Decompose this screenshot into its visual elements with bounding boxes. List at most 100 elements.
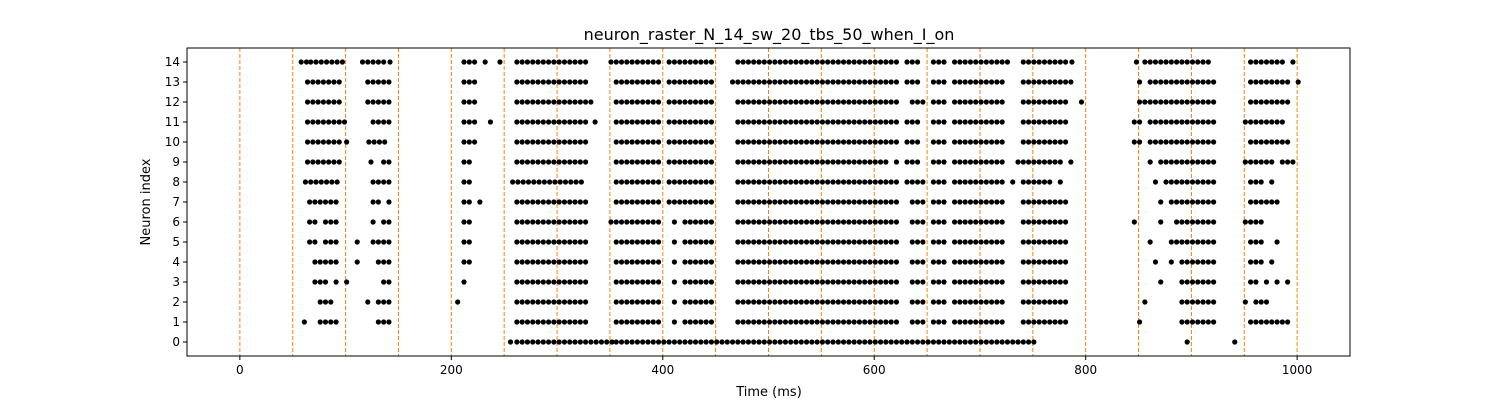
spike-point xyxy=(740,59,746,65)
spike-point xyxy=(1041,79,1048,85)
spike-point xyxy=(1184,59,1190,65)
spike-point xyxy=(751,319,757,325)
spike-point xyxy=(572,319,578,325)
spike-point xyxy=(613,219,619,225)
spike-point xyxy=(302,179,309,185)
spike-point xyxy=(341,119,348,125)
spike-point xyxy=(914,259,921,265)
spike-point xyxy=(1025,299,1032,305)
spike-point xyxy=(1179,299,1185,305)
spike-point xyxy=(846,279,852,285)
spike-point xyxy=(999,239,1005,245)
spike-point xyxy=(904,339,910,345)
spike-point xyxy=(333,239,339,245)
spike-point xyxy=(381,159,387,165)
spike-point xyxy=(530,59,536,65)
spike-point xyxy=(830,59,836,65)
spike-point xyxy=(304,99,311,105)
spike-point xyxy=(514,279,520,285)
spike-point xyxy=(819,159,826,165)
spike-point xyxy=(682,59,688,65)
spike-point xyxy=(1211,319,1217,325)
spike-point xyxy=(856,319,863,325)
spike-point xyxy=(756,239,762,245)
spike-point xyxy=(983,239,989,245)
spike-point xyxy=(914,199,921,205)
spike-point xyxy=(788,159,794,165)
spike-point xyxy=(1189,239,1196,245)
spike-point xyxy=(788,59,794,65)
spike-point xyxy=(540,299,546,305)
spike-point xyxy=(856,159,863,165)
spike-point xyxy=(634,299,640,305)
spike-point xyxy=(519,99,525,105)
spike-point xyxy=(466,219,472,225)
spike-point xyxy=(497,59,503,65)
spike-point xyxy=(1047,179,1053,185)
spike-point xyxy=(322,199,329,205)
spike-point xyxy=(671,79,678,85)
y-tick-label: 14 xyxy=(165,55,180,69)
spike-point xyxy=(930,79,937,85)
spike-point xyxy=(328,239,334,245)
spike-point xyxy=(477,199,483,205)
spike-point xyxy=(888,339,894,345)
spike-point xyxy=(650,179,656,185)
spike-point xyxy=(1163,139,1169,145)
spike-point xyxy=(941,319,947,325)
spike-point xyxy=(1263,79,1270,85)
spike-point xyxy=(809,179,815,185)
spike-point xyxy=(567,279,573,285)
spike-point xyxy=(1258,139,1264,145)
spike-point xyxy=(1020,59,1026,65)
spike-point xyxy=(671,339,678,345)
spike-point xyxy=(640,279,646,285)
spike-point xyxy=(978,339,984,345)
spike-point xyxy=(735,219,741,225)
spike-point xyxy=(1158,59,1164,65)
spike-point xyxy=(967,79,974,85)
spike-point xyxy=(466,79,472,85)
spike-point xyxy=(1031,259,1037,265)
spike-point xyxy=(856,339,863,345)
spike-point xyxy=(370,219,376,225)
spike-point xyxy=(1189,219,1196,225)
spike-point xyxy=(618,159,625,165)
spike-point xyxy=(1179,199,1185,205)
spike-point xyxy=(936,299,942,305)
spike-point xyxy=(315,119,321,125)
spike-point xyxy=(957,139,963,145)
y-tick-label: 7 xyxy=(172,195,180,209)
spike-point xyxy=(1031,59,1037,65)
spike-point xyxy=(461,219,467,225)
spike-point xyxy=(867,179,873,185)
spike-point xyxy=(877,339,884,345)
spike-point xyxy=(1036,279,1042,285)
spike-point xyxy=(703,339,709,345)
spike-point xyxy=(978,179,984,185)
spike-point xyxy=(957,99,963,105)
spike-point xyxy=(835,79,841,85)
spike-point xyxy=(978,79,984,85)
spike-point xyxy=(315,159,321,165)
spike-point xyxy=(957,199,963,205)
spike-point xyxy=(629,239,635,245)
spike-point xyxy=(766,99,773,105)
spike-point xyxy=(1179,319,1185,325)
spike-point xyxy=(1274,119,1280,125)
spike-point xyxy=(851,319,857,325)
spike-point xyxy=(951,179,958,185)
spike-point xyxy=(1036,159,1042,165)
spike-point xyxy=(708,199,715,205)
spike-point xyxy=(1020,79,1026,85)
spike-point xyxy=(909,239,915,245)
spike-point xyxy=(1200,199,1206,205)
spike-point xyxy=(535,299,541,305)
spike-point xyxy=(994,139,1000,145)
spike-point xyxy=(867,299,873,305)
spike-point xyxy=(1253,179,1259,185)
spike-point xyxy=(1179,159,1185,165)
spike-point xyxy=(909,279,915,285)
spike-point xyxy=(677,159,683,165)
spike-point xyxy=(819,279,826,285)
